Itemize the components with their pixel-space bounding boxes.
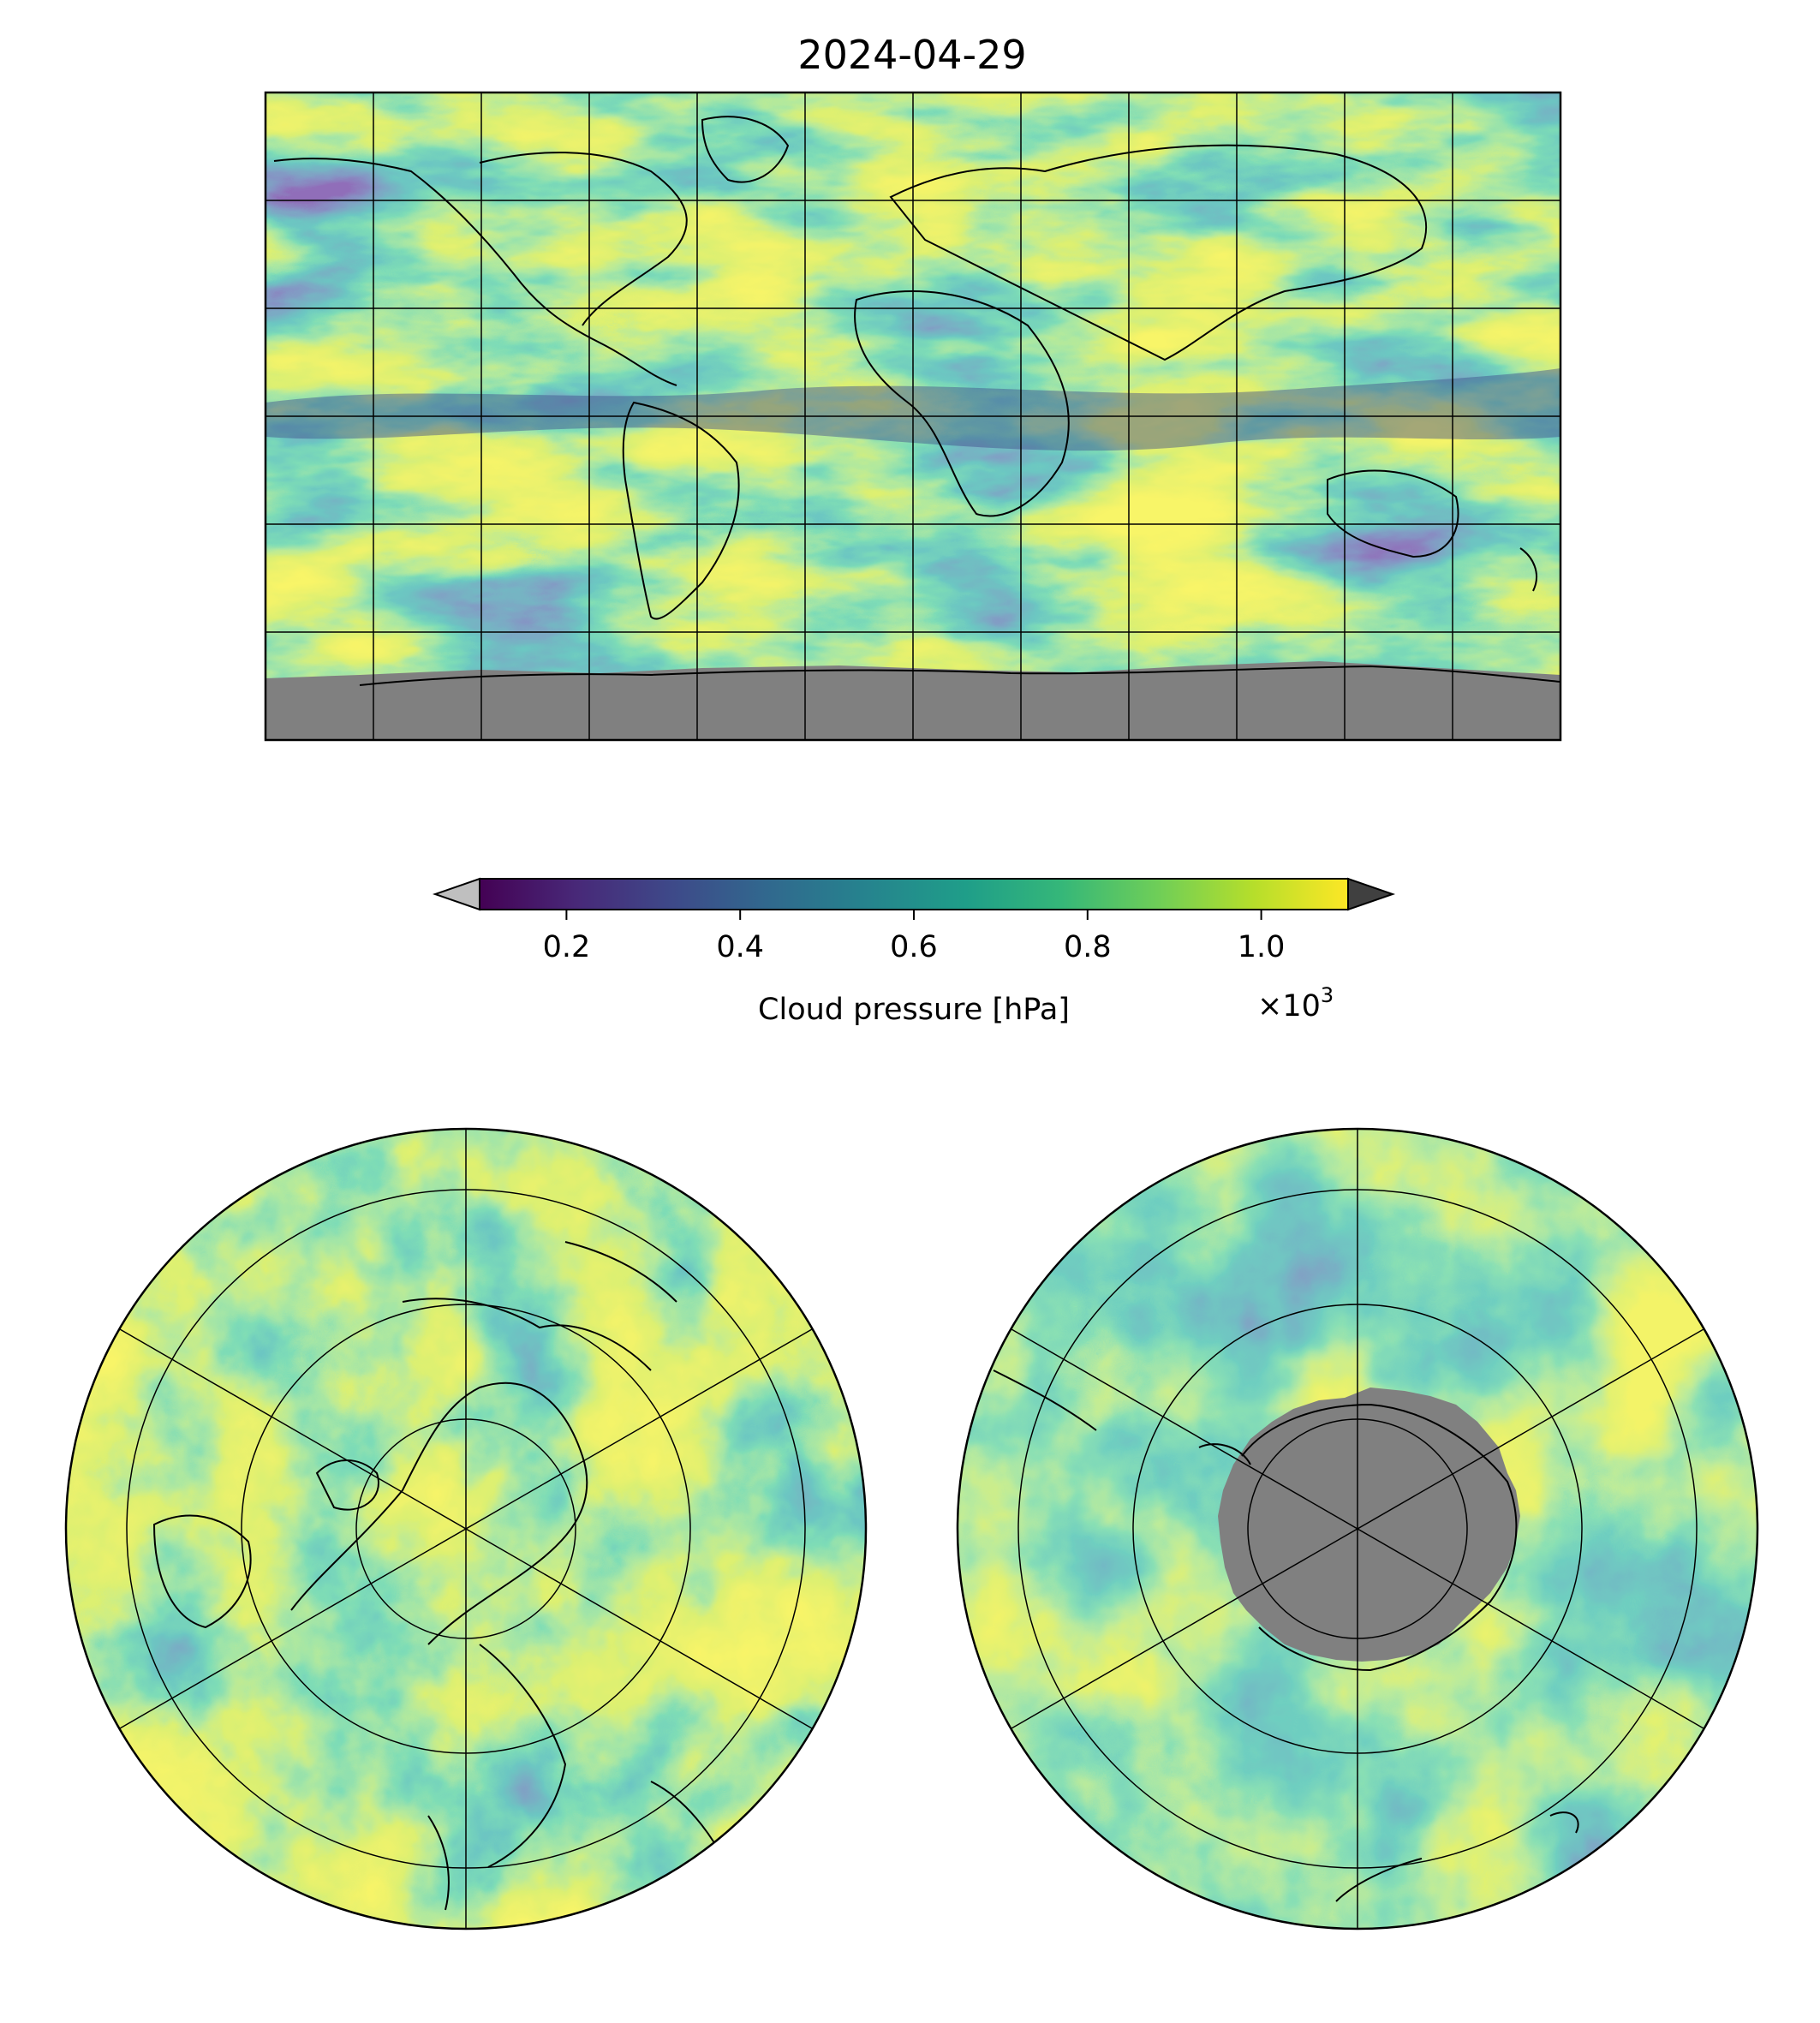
north-graticule	[119, 1129, 813, 1929]
colorbar-multiplier-exponent: 3	[1321, 983, 1334, 1007]
colorbar: 0.2 0.4 0.6 0.8 1.0 Cloud pressure [hPa] ×10…	[432, 877, 1396, 1027]
south-polar-frame	[956, 1127, 1759, 1931]
colorbar-tick-label: 0.8	[1064, 930, 1112, 964]
colorbar-multiplier-base: ×10	[1257, 989, 1321, 1023]
colorbar-tick-label: 0.6	[890, 930, 938, 964]
colorbar-multiplier: ×103	[1257, 983, 1334, 1023]
colorbar-label: Cloud pressure [hPa]	[758, 993, 1070, 1027]
north-polar-frame	[64, 1127, 868, 1931]
colorbar-gradient	[480, 879, 1348, 910]
south-polar-map	[958, 1129, 1757, 1929]
global-coastlines	[273, 116, 1560, 686]
colorbar-under-extension	[432, 877, 480, 911]
colorbar-tick-label: 0.4	[716, 930, 764, 964]
figure-title: 2024-04-29	[797, 32, 1026, 78]
south-graticule	[1011, 1129, 1704, 1929]
colorbar-tick-label: 1.0	[1238, 930, 1286, 964]
colorbar-tick-label: 0.2	[543, 930, 591, 964]
colorbar-ticks: 0.2 0.4 0.6 0.8 1.0	[543, 910, 1286, 964]
colorbar-over-extension	[1347, 877, 1396, 911]
south-missing-data	[1218, 1387, 1520, 1662]
global-graticule	[266, 92, 1560, 740]
north-polar-map	[66, 1129, 866, 1929]
north-coastlines	[152, 1241, 729, 1911]
global-map	[266, 92, 1560, 740]
global-map-frame	[264, 91, 1562, 742]
